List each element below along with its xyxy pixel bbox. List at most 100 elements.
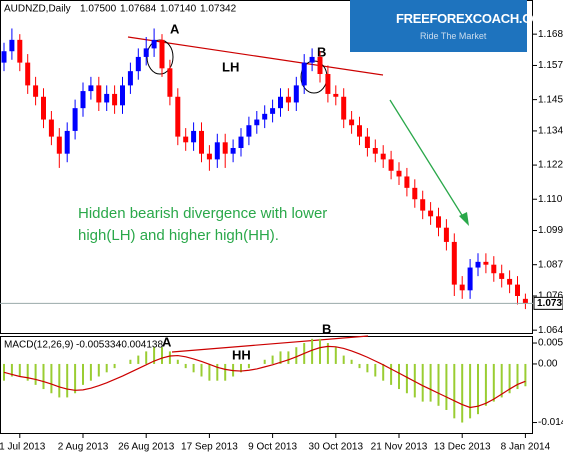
candle-body bbox=[206, 153, 212, 160]
candle-body bbox=[475, 261, 481, 268]
y-tick-label: -0.014 bbox=[538, 417, 563, 428]
signal-line bbox=[3, 345, 526, 409]
label-a: A bbox=[170, 21, 180, 36]
y-tick-label: 1.076 bbox=[538, 291, 563, 302]
candle-body bbox=[17, 39, 23, 63]
candle-body bbox=[222, 142, 228, 154]
trend-line bbox=[127, 36, 384, 76]
y-tick-label: 0.005 bbox=[538, 338, 563, 349]
candle-body bbox=[104, 93, 110, 103]
candle-body bbox=[412, 187, 418, 200]
price-marker-box bbox=[533, 296, 563, 310]
candle-body bbox=[380, 153, 386, 160]
candle-body bbox=[1, 51, 7, 63]
candle-body bbox=[293, 85, 299, 103]
candle-body bbox=[88, 85, 94, 92]
macd-panel bbox=[0, 336, 533, 434]
y-tick-label: 1.064 bbox=[538, 325, 563, 336]
candle-body bbox=[404, 176, 410, 188]
candle-body bbox=[246, 125, 252, 137]
candle-body bbox=[278, 96, 283, 109]
candle-body bbox=[183, 136, 189, 143]
arrow-head bbox=[459, 212, 469, 226]
candle-body bbox=[483, 261, 489, 265]
candle-body bbox=[112, 93, 118, 106]
y-tick-label: 1.145 bbox=[538, 94, 563, 105]
candle-body bbox=[491, 264, 497, 274]
candle-body bbox=[191, 130, 197, 143]
x-tick-label: 11 Jul 2013 bbox=[0, 442, 46, 453]
candle-body bbox=[372, 148, 378, 154]
candle-body bbox=[443, 227, 449, 242]
candle-body bbox=[72, 108, 78, 131]
y-tick-label: 1.134 bbox=[538, 126, 563, 137]
candle-body bbox=[254, 119, 260, 126]
candle-body bbox=[285, 96, 291, 103]
candle-body bbox=[96, 85, 102, 103]
candle-body bbox=[349, 119, 355, 126]
candle-body bbox=[9, 39, 15, 52]
candle-body bbox=[522, 298, 528, 304]
candle-body bbox=[64, 130, 70, 154]
candle-body bbox=[301, 62, 307, 86]
macd-label-a: A bbox=[162, 334, 172, 349]
candle-body bbox=[325, 74, 331, 94]
candle-body bbox=[459, 284, 465, 291]
label-b: B bbox=[317, 44, 326, 59]
ohlc-label: 1.07140 bbox=[160, 4, 197, 15]
candle-body bbox=[270, 108, 276, 114]
x-tick-label: 2 Aug 2013 bbox=[58, 442, 109, 453]
ohlc-label: 1.07342 bbox=[200, 4, 237, 15]
candle-body bbox=[357, 125, 362, 137]
candle-body bbox=[451, 241, 457, 285]
signal-value: -0.004138 bbox=[118, 340, 163, 351]
y-tick-label: 1.110 bbox=[538, 194, 563, 205]
candle-body bbox=[41, 96, 46, 120]
y-tick-label: 1.168 bbox=[538, 29, 563, 40]
x-tick-label: 9 Oct 2013 bbox=[248, 442, 297, 453]
logo-tagline: Ride The Market bbox=[420, 31, 487, 41]
candle-body bbox=[159, 39, 165, 69]
note: Hidden bearish divergence with lower hig… bbox=[78, 205, 328, 244]
macd-label-b: B bbox=[322, 321, 331, 336]
x-tick-label: 17 Sep 2013 bbox=[181, 442, 238, 453]
x-tick-label: 21 Nov 2013 bbox=[371, 442, 428, 453]
candle-body bbox=[428, 210, 434, 217]
symbol: AUDNZD,Daily bbox=[4, 4, 71, 15]
logo-title: FREEFOREXCOACH.COM bbox=[396, 11, 552, 26]
candle-body bbox=[515, 284, 520, 296]
label-lh: LH bbox=[222, 59, 239, 74]
y-tick-label: 1.087 bbox=[538, 259, 563, 270]
x-tick-label: 8 Jan 2014 bbox=[501, 442, 551, 453]
candle-body bbox=[33, 85, 39, 97]
macd-value: -0.005334 bbox=[76, 340, 121, 351]
candle-body bbox=[56, 136, 62, 154]
price-marker-label: 1.073 bbox=[537, 298, 562, 309]
candle-body bbox=[396, 170, 402, 177]
candle-body bbox=[238, 136, 244, 148]
candle-body bbox=[364, 136, 370, 148]
candle-body bbox=[230, 148, 236, 154]
ohlc-label: 1.07684 bbox=[120, 4, 157, 15]
candle-body bbox=[214, 142, 220, 160]
candle-body bbox=[151, 39, 157, 49]
x-tick-label: 13 Dec 2013 bbox=[434, 442, 491, 453]
candle-body bbox=[199, 130, 204, 154]
y-tick-label: 0.00 bbox=[538, 359, 558, 370]
candle-body bbox=[317, 56, 323, 74]
candle-body bbox=[25, 62, 31, 86]
arrow bbox=[389, 99, 466, 221]
candle-body bbox=[467, 267, 473, 291]
candle-body bbox=[80, 91, 86, 109]
y-tick-label: 1.122 bbox=[538, 160, 563, 171]
candle-body bbox=[175, 96, 181, 137]
macd-label-hh: HH bbox=[232, 347, 251, 362]
candle-body bbox=[309, 56, 315, 63]
candle-body bbox=[143, 48, 149, 57]
candle-body bbox=[120, 85, 125, 106]
candle-body bbox=[167, 68, 173, 97]
candle-body bbox=[507, 278, 513, 285]
x-tick-label: 30 Oct 2013 bbox=[309, 442, 364, 453]
candle-body bbox=[341, 96, 347, 120]
